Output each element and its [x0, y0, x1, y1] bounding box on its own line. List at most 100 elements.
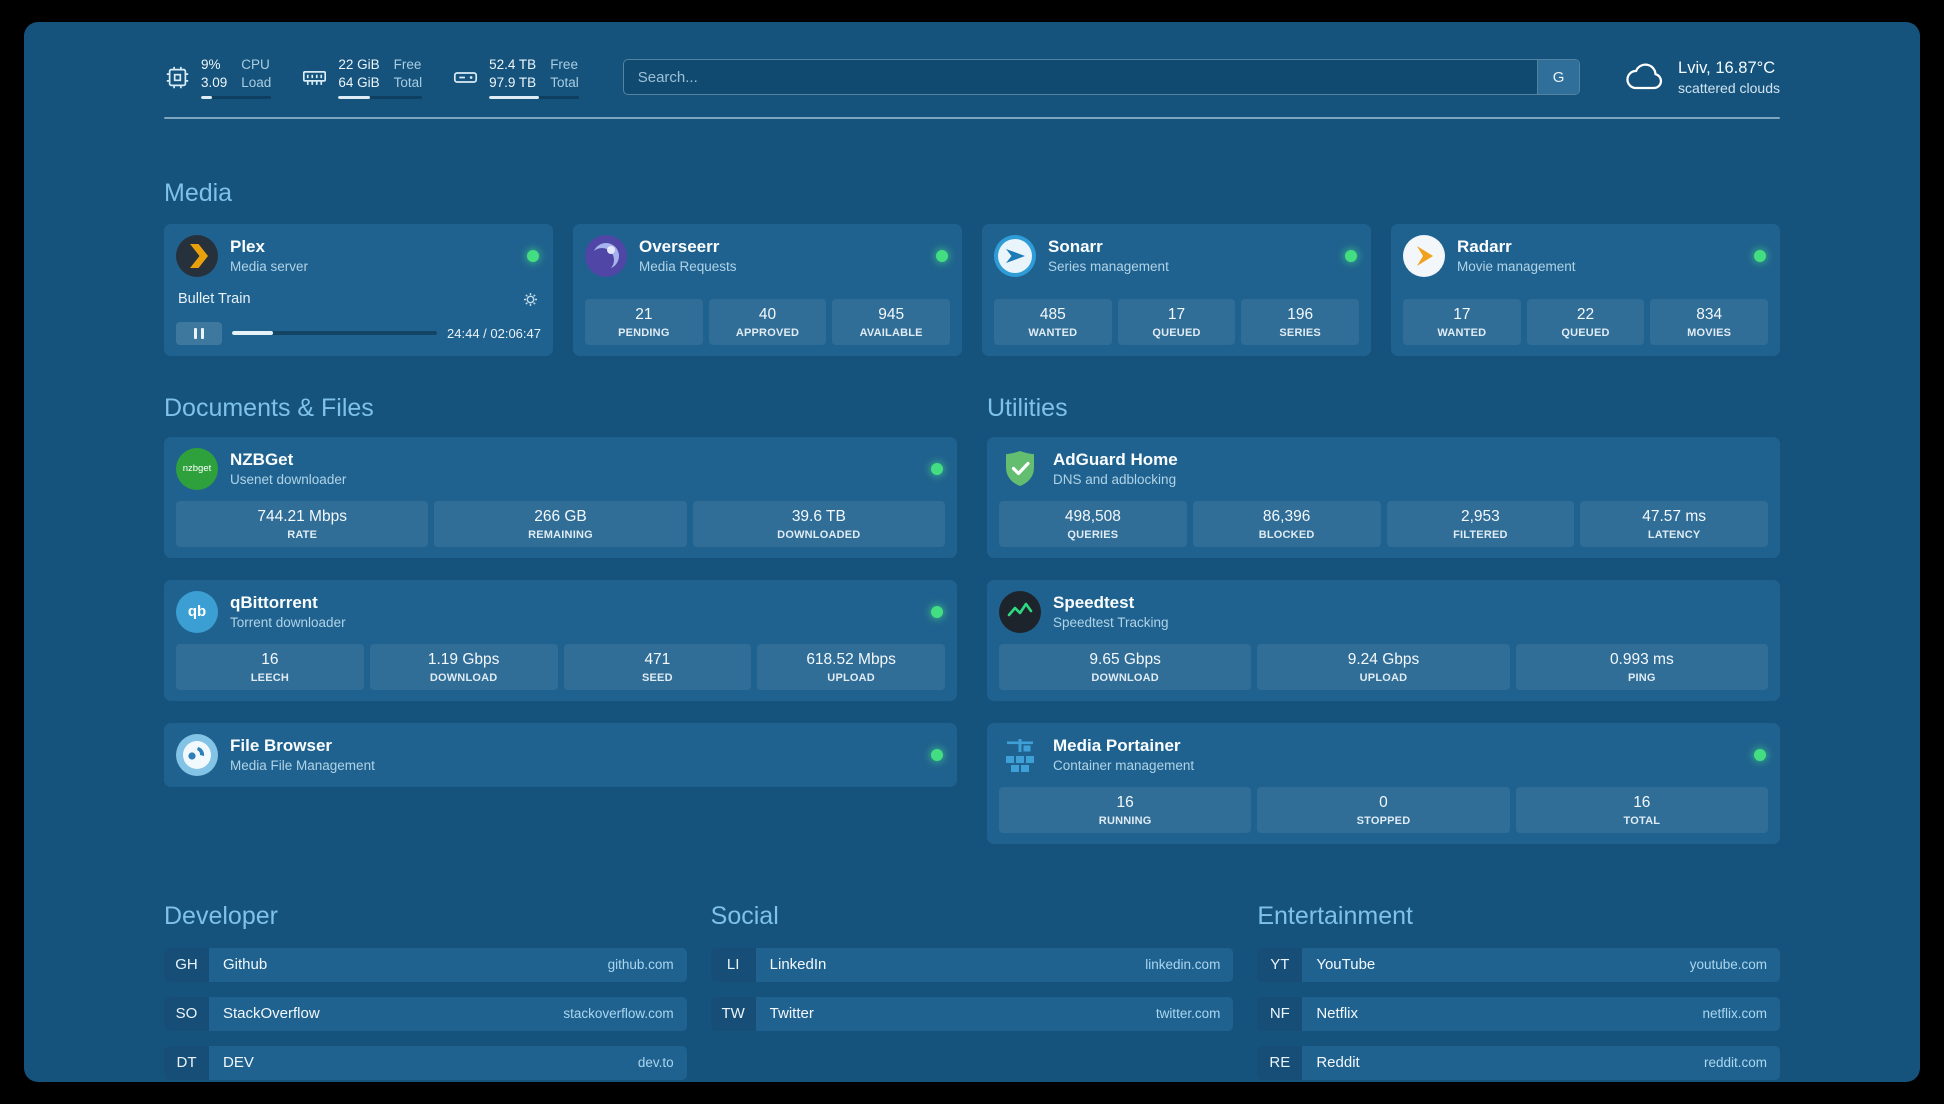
section-heading-media: Media [164, 178, 233, 207]
stat-tile: 0.993 ms PING [1515, 643, 1768, 690]
bookmark-name: Netflix [1316, 1005, 1359, 1023]
stat-tile: 498,508 QUERIES [999, 500, 1187, 547]
bookmark-github[interactable]: GH Github github.com [164, 947, 687, 982]
bookmark-name: StackOverflow [223, 1005, 320, 1023]
status-dot [931, 748, 943, 761]
service-link-portainer[interactable]: Media Portainer Container management [999, 734, 1768, 776]
status-dot [1345, 249, 1357, 262]
status-dot [931, 462, 943, 475]
pause-button[interactable] [176, 321, 222, 345]
stat-tile: 0 STOPPED [1257, 786, 1510, 833]
search-bar: G [622, 59, 1581, 96]
bookmark-linkedin[interactable]: LI LinkedIn linkedin.com [710, 947, 1234, 982]
bookmark-name: Reddit [1316, 1054, 1360, 1072]
resource-monitors: 9% 3.09 CPU Load [164, 56, 579, 99]
overseerr-icon [585, 234, 627, 277]
dashboard-page: 9% 3.09 CPU Load [24, 22, 1920, 1082]
bookmark-url: netflix.com [1702, 1006, 1767, 1022]
service-link-plex[interactable]: Plex Media server [176, 234, 541, 277]
service-link-filebrowser[interactable]: File Browser Media File Management [176, 733, 945, 776]
status-dot [1754, 249, 1766, 262]
section-heading-social: Social [710, 901, 779, 930]
utilities-column: Utilities AdGuard Home DNS and adblockin… [987, 394, 1780, 844]
service-name: Plex [230, 237, 265, 257]
memory-progress-bar [338, 95, 423, 99]
bookmark-youtube[interactable]: YT YouTube youtube.com [1257, 947, 1780, 982]
service-subtitle: Series management [1048, 259, 1169, 275]
total-label: Total [393, 74, 423, 90]
service-name: Overseerr [639, 237, 720, 257]
service-link-sonarr[interactable]: Sonarr Series management [994, 234, 1359, 277]
load-label: Load [241, 74, 272, 90]
bookmark-twitter[interactable]: TW Twitter twitter.com [710, 996, 1234, 1031]
service-subtitle: Movie management [1457, 259, 1576, 275]
bookmark-abbr: NF [1257, 996, 1303, 1031]
service-link-adguard[interactable]: AdGuard Home DNS and adblocking [999, 448, 1768, 490]
qbittorrent-icon: qb [176, 590, 218, 633]
service-card-filebrowser: File Browser Media File Management [164, 722, 957, 787]
service-stats: 485 WANTED 17 QUEUED 196 SERIES [994, 298, 1360, 345]
service-card-sonarr: Sonarr Series management 485 WANTED 17 QUE… [982, 223, 1371, 356]
service-name: Speedtest [1053, 593, 1135, 613]
disk-progress-bar [489, 95, 579, 99]
bookmarks-section: Developer GH Github github.com SO StackO… [164, 902, 1780, 1082]
stat-tile: 21 PENDING [585, 298, 703, 345]
radarr-icon [1403, 234, 1445, 277]
bookmark-abbr: LI [710, 947, 756, 982]
service-card-speedtest: Speedtest Speedtest Tracking 9.65 Gbps DO… [987, 579, 1780, 701]
search-input[interactable] [622, 59, 1581, 96]
service-name: Sonarr [1048, 237, 1103, 257]
stat-tile: 945 AVAILABLE [832, 298, 951, 345]
bookmark-name: Twitter [769, 1005, 814, 1023]
service-card-adguard: AdGuard Home DNS and adblocking 498,508 Q… [987, 436, 1780, 558]
bookmark-abbr: GH [164, 947, 209, 982]
service-link-overseerr[interactable]: Overseerr Media Requests [585, 234, 950, 277]
bookmark-reddit[interactable]: RE Reddit reddit.com [1257, 1045, 1780, 1080]
bookmark-abbr: SO [164, 996, 209, 1031]
service-subtitle: Container management [1053, 758, 1195, 774]
stat-tile: 485 WANTED [994, 298, 1112, 345]
gear-icon[interactable] [522, 291, 539, 308]
stat-tile: 471 SEED [563, 643, 752, 690]
bookmark-abbr: TW [710, 996, 756, 1031]
bookmark-url: reddit.com [1703, 1055, 1767, 1071]
documents-column: Documents & Files nzbget NZBGet Usenet d… [164, 394, 957, 844]
status-dot [1754, 748, 1766, 761]
free-label: Free [550, 57, 578, 72]
stat-tile: 618.52 Mbps UPLOAD [757, 643, 945, 690]
stat-tile: 16 TOTAL [1515, 786, 1768, 833]
service-link-nzbget[interactable]: nzbget NZBGet Usenet downloader [176, 447, 945, 490]
service-card-portainer: Media Portainer Container management 16 R… [987, 722, 1780, 844]
cpu-icon [164, 64, 191, 91]
status-dot [527, 249, 539, 262]
filebrowser-icon [176, 733, 218, 776]
bookmark-netflix[interactable]: NF Netflix netflix.com [1257, 996, 1780, 1031]
bookmark-url: stackoverflow.com [563, 1006, 674, 1022]
bookmark-abbr: DT [164, 1045, 209, 1080]
memory-monitor: 22 GiB 64 GiB Free Total [301, 56, 423, 99]
service-card-plex: Plex Media server Bullet Train 24:44 / 0… [164, 223, 553, 356]
service-link-radarr[interactable]: Radarr Movie management [1403, 234, 1768, 277]
media-cards-row: Plex Media server Bullet Train 24:44 / 0… [164, 223, 1780, 356]
bookmark-url: twitter.com [1155, 1006, 1221, 1022]
bookmark-group-developer: Developer GH Github github.com SO StackO… [164, 902, 687, 1080]
service-stats: 16 LEECH 1.19 Gbps DOWNLOAD 471 SEED 618.52… [176, 643, 945, 690]
stat-tile: 1.19 Gbps DOWNLOAD [369, 643, 558, 690]
portainer-icon [999, 734, 1041, 776]
bookmark-abbr: YT [1257, 947, 1303, 982]
stat-tile: 834 MOVIES [1650, 298, 1769, 345]
playback-row: 24:44 / 02:06:47 [176, 321, 541, 345]
search-provider-button[interactable]: G [1537, 60, 1580, 95]
bookmark-abbr: RE [1257, 1045, 1303, 1080]
service-link-speedtest[interactable]: Speedtest Speedtest Tracking [999, 590, 1768, 633]
bookmark-stackoverflow[interactable]: SO StackOverflow stackoverflow.com [164, 996, 687, 1031]
cpu-monitor: 9% 3.09 CPU Load [164, 56, 272, 99]
stat-tile: 17 QUEUED [1117, 298, 1236, 345]
now-playing-row: Bullet Train [176, 291, 541, 308]
service-link-qbittorrent[interactable]: qb qBittorrent Torrent downloader [176, 590, 945, 633]
service-subtitle: Media server [230, 259, 309, 275]
section-heading-developer: Developer [164, 901, 278, 930]
bookmark-dev[interactable]: DT DEV dev.to [164, 1045, 687, 1080]
service-subtitle: Torrent downloader [230, 615, 346, 631]
disk-total-value: 97.9 TB [489, 74, 537, 90]
